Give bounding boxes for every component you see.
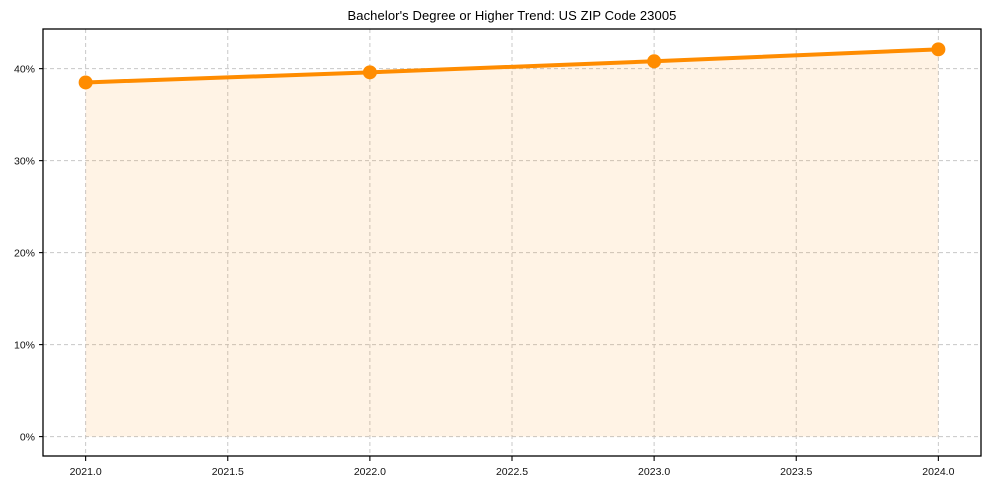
y-tick-labels: 0% 10% 20% 30% 40% [14,63,35,443]
x-tick-label: 2021.0 [70,466,102,478]
data-points [78,42,946,90]
x-tick-label: 2022.0 [354,466,386,478]
y-tick-label: 10% [14,339,35,351]
x-tick-label: 2023.5 [780,466,812,478]
x-tick-label: 2022.5 [496,466,528,478]
series-line [83,47,941,85]
x-tick-label: 2021.5 [212,466,244,478]
data-point [647,54,662,69]
y-tick-label: 40% [14,63,35,75]
x-tick-labels: 2021.0 2021.5 2022.0 2022.5 2023.0 2023.5 2024… [70,466,955,478]
y-tick-label: 30% [14,155,35,167]
y-tick-label: 20% [14,247,35,259]
area-fill [85,49,939,437]
gridlines [43,29,981,456]
data-point [78,75,93,90]
data-point [931,42,946,57]
axis-ticks [39,68,939,461]
chart-title: Bachelor's Degree or Higher Trend: US ZI… [347,8,677,23]
plot-border [42,28,982,457]
x-tick-label: 2023.0 [638,466,670,478]
trend-line [83,47,941,85]
data-point [362,65,377,80]
y-tick-label: 0% [20,431,35,443]
x-tick-label: 2024.0 [922,466,954,478]
area-fill-shape [85,49,939,437]
